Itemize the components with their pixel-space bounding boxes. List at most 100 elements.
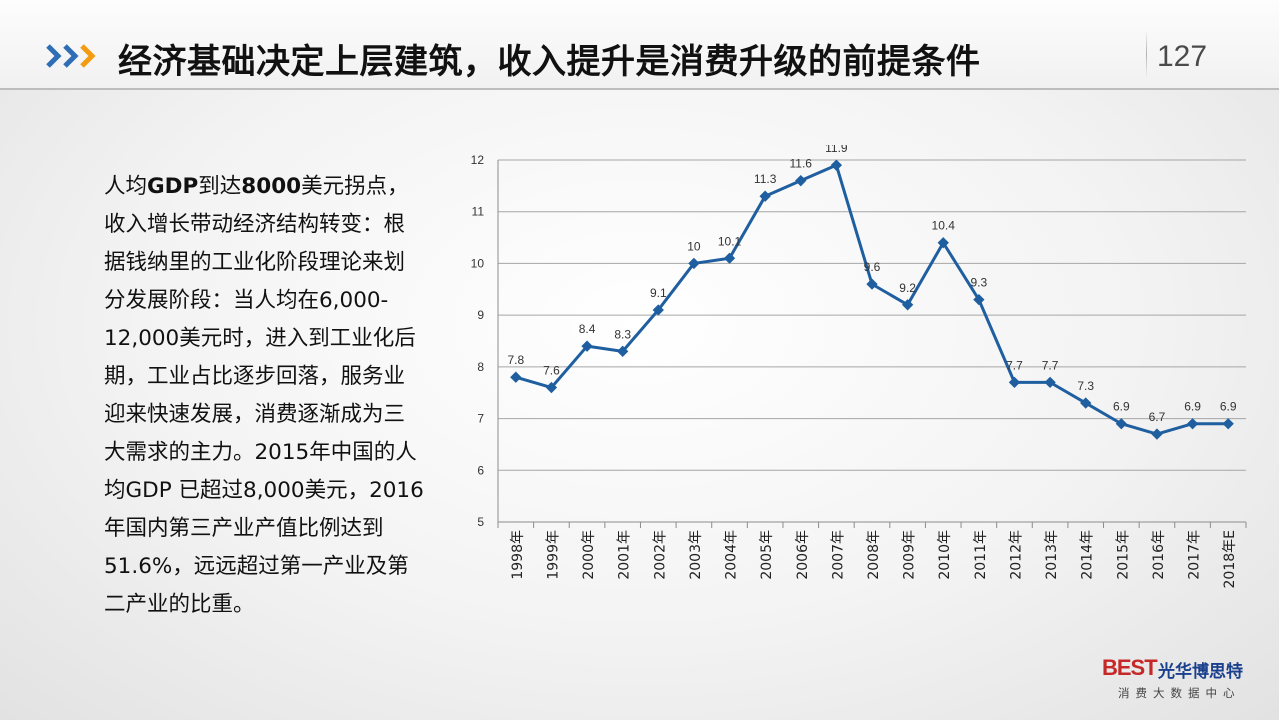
data-point xyxy=(1115,418,1127,430)
data-point xyxy=(830,159,843,171)
data-label: 9.3 xyxy=(971,276,988,290)
x-tick-label: 2017年 xyxy=(1187,530,1203,580)
text-line: 12,000美元时，进入到工业化后 xyxy=(104,320,454,358)
x-tick-label: 2018年E xyxy=(1222,530,1238,588)
data-label: 6.9 xyxy=(1220,400,1237,414)
text-segment: 年国内第三产业产值比例达到 xyxy=(104,516,384,541)
y-tick-label: 9 xyxy=(477,308,484,322)
series-line xyxy=(515,163,1229,436)
text-segment: 迎来快速发展，消费逐渐成为三 xyxy=(104,402,406,427)
text-emphasis: GDP xyxy=(147,174,199,199)
data-label: 11.3 xyxy=(754,172,777,186)
data-point xyxy=(1151,428,1163,440)
x-tick-label: 2012年 xyxy=(1008,530,1024,580)
logo-mark: BEST xyxy=(1102,655,1158,680)
text-line: 期，工业占比逐步回落，服务业 xyxy=(104,358,454,396)
data-label: 9.2 xyxy=(899,281,916,295)
text-line: 迎来快速发展，消费逐渐成为三 xyxy=(104,396,454,434)
x-tick-label: 2008年 xyxy=(866,530,882,580)
text-line: 人均GDP到达8000美元拐点， xyxy=(104,168,454,206)
x-tick-label: 2007年 xyxy=(830,530,846,580)
x-tick-label: 2003年 xyxy=(688,530,704,580)
company-logo: BEST 光华博思特 消费大数据中心 xyxy=(1102,655,1262,705)
text-segment: 二产业的比重。 xyxy=(104,592,255,617)
x-tick-label: 2006年 xyxy=(795,530,811,580)
text-line: 大需求的主力。2015年中国的人 xyxy=(104,434,454,472)
text-segment: 人均 xyxy=(104,174,148,199)
data-point xyxy=(973,293,985,306)
text-segment: 收入增长带动经济结构转变：根 xyxy=(104,212,406,237)
logo-name: 光华博思特 xyxy=(1158,662,1243,682)
x-tick-label: 2009年 xyxy=(902,530,918,580)
data-label: 10.4 xyxy=(932,219,956,233)
y-tick-label: 5 xyxy=(477,515,484,529)
x-tick-label: 2014年 xyxy=(1080,530,1096,580)
y-tick-label: 12 xyxy=(471,153,485,167)
text-line: 年国内第三产业产值比例达到 xyxy=(104,510,454,548)
x-tick-label: 1999年 xyxy=(545,530,561,580)
y-tick-label: 7 xyxy=(477,412,484,426)
data-point xyxy=(1186,418,1199,430)
data-label: 8.4 xyxy=(579,322,596,336)
x-tick-label: 2010年 xyxy=(937,530,953,580)
x-tick-label: 2013年 xyxy=(1044,530,1060,580)
data-label: 9.6 xyxy=(864,260,881,274)
data-label: 7.8 xyxy=(507,353,524,367)
page-number: 127 xyxy=(1157,40,1208,73)
data-label: 11.6 xyxy=(790,157,813,171)
data-label: 10 xyxy=(687,239,701,253)
data-point xyxy=(688,257,700,270)
data-label: 6.9 xyxy=(1184,400,1201,414)
text-segment: 均GDP 已超过8,000美元，2016 xyxy=(104,478,424,503)
y-tick-label: 8 xyxy=(477,360,484,374)
text-line: 均GDP 已超过8,000美元，2016 xyxy=(104,472,454,510)
text-line: 51.6%，远远超过第一产业及第 xyxy=(104,548,454,586)
y-tick-label: 6 xyxy=(477,463,484,477)
page-title: 经济基础决定上层建筑，收入提升是消费升级的前提条件 xyxy=(118,42,981,82)
text-segment: 美元拐点， xyxy=(301,174,409,199)
header-bar: 经济基础决定上层建筑，收入提升是消费升级的前提条件 127 xyxy=(0,0,1279,90)
data-point xyxy=(901,299,914,311)
text-segment: 大需求的主力。2015年中国的人 xyxy=(104,440,417,465)
data-label: 7.7 xyxy=(1006,358,1023,372)
text-segment: 期，工业占比逐步回落，服务业 xyxy=(104,364,406,389)
text-segment: 到达 xyxy=(198,174,242,199)
data-point xyxy=(1222,418,1234,430)
data-point xyxy=(866,278,878,290)
x-tick-label: 2000年 xyxy=(581,530,597,580)
x-tick-label: 2002年 xyxy=(652,530,668,580)
header-divider xyxy=(1146,30,1147,78)
x-tick-label: 2004年 xyxy=(724,530,740,580)
data-label: 7.3 xyxy=(1077,379,1094,393)
data-label: 6.7 xyxy=(1149,410,1166,424)
data-label: 7.6 xyxy=(543,364,560,378)
text-segment: 分发展阶段：当人均在6,000- xyxy=(104,288,389,313)
text-line: 二产业的比重。 xyxy=(104,586,454,624)
x-tick-label: 2016年 xyxy=(1151,530,1167,580)
data-point xyxy=(1044,376,1056,389)
data-label: 6.9 xyxy=(1113,400,1130,414)
data-label: 9.1 xyxy=(650,286,667,300)
description-text: 人均GDP到达8000美元拐点， 收入增长带动经济结构转变：根 据钱纳里的工业化阶段… xyxy=(104,168,454,624)
data-point xyxy=(617,345,629,357)
data-point xyxy=(795,175,807,187)
gdp-growth-line-chart: 5 6 7 8 9 10 11 12 1998年 1999年 2000年 2001年 2002年 2003… xyxy=(471,145,1247,588)
text-line: 收入增长带动经济结构转变：根 xyxy=(104,206,454,244)
text-emphasis: 8000 xyxy=(241,174,302,199)
data-label: 11.9 xyxy=(825,145,848,155)
y-tick-label: 11 xyxy=(472,205,485,219)
text-line: 据钱纳里的工业化阶段理论来划 xyxy=(104,244,454,282)
data-point xyxy=(1008,376,1021,389)
text-segment: 据钱纳里的工业化阶段理论来划 xyxy=(104,250,406,275)
text-line: 分发展阶段：当人均在6,000- xyxy=(104,282,454,320)
logo-subtitle: 消费大数据中心 xyxy=(1118,686,1241,700)
text-segment: 51.6%，远远超过第一产业及第 xyxy=(104,554,409,579)
x-tick-label: 2001年 xyxy=(617,530,633,580)
data-point xyxy=(510,371,522,383)
data-point xyxy=(759,190,771,202)
data-label: 7.7 xyxy=(1042,358,1059,372)
data-label: 8.3 xyxy=(614,327,631,341)
text-segment: 12,000美元时，进入到工业化后 xyxy=(104,326,416,351)
x-tick-label: 1998年 xyxy=(510,530,526,580)
x-tick-label: 2015年 xyxy=(1115,530,1131,580)
